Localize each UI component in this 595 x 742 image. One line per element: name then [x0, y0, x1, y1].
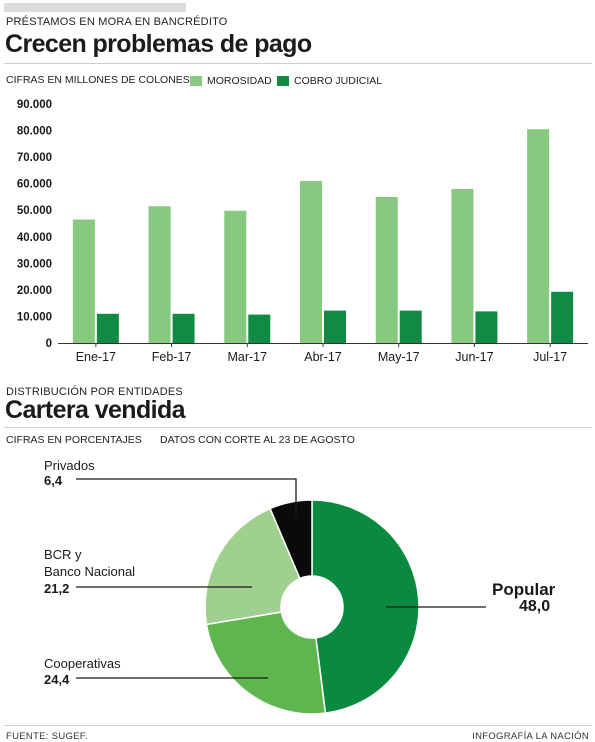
donut-chart — [76, 478, 486, 715]
credit-note: INFOGRAFÍA LA NACIÓN — [472, 731, 589, 742]
bar-cobro-judicial — [172, 313, 195, 343]
legend-swatch-morosidad — [190, 76, 202, 86]
bar-cobro-judicial — [248, 314, 271, 343]
y-tick-label: 40.000 — [17, 232, 52, 244]
bar-units-note: CIFRAS EN MILLONES DE COLONES — [6, 74, 190, 86]
x-tick-label: Jul-17 — [533, 350, 567, 364]
x-tick-label: Jun-17 — [455, 350, 493, 364]
bar-morosidad — [148, 206, 171, 343]
bar-kicker: PRÉSTAMOS EN MORA EN BANCRÉDITO — [6, 16, 228, 28]
legend-swatch-cobro-judicial — [277, 76, 289, 86]
label-privados: Privados — [44, 458, 95, 473]
legend-item-cobro-judicial: COBRO JUDICIAL — [277, 75, 382, 87]
pie-kicker: DISTRIBUCIÓN POR ENTIDADES — [6, 386, 183, 398]
x-tick-label: Mar-17 — [227, 350, 267, 364]
legend-item-morosidad: MOROSIDAD — [190, 75, 272, 87]
bar-morosidad — [72, 219, 95, 343]
legend-label-cobro-judicial: COBRO JUDICIAL — [294, 75, 383, 87]
y-tick-label: 50.000 — [17, 205, 52, 217]
value-privados: 6,4 — [44, 473, 63, 488]
bar-morosidad — [300, 181, 322, 343]
bar-chart: 0 10.000 20.000 30.000 40.000 50.000 60.000 70.… — [17, 99, 588, 364]
x-tick-label: Ene-17 — [76, 350, 116, 364]
bar-cobro-judicial — [551, 291, 574, 343]
y-tick-label: 30.000 — [17, 258, 52, 270]
legend-label-morosidad: MOROSIDAD — [207, 75, 272, 87]
label-popular: Popular — [492, 580, 556, 599]
y-tick-label: 20.000 — [17, 285, 52, 297]
slice-popular — [311, 499, 420, 714]
y-tick-label: 70.000 — [17, 152, 52, 164]
bar-morosidad — [224, 210, 247, 343]
value-cooperativas: 24,4 — [44, 672, 70, 687]
y-tick-label: 80.000 — [17, 126, 52, 138]
slice-cooperativas — [205, 611, 327, 715]
y-tick-label: 0 — [46, 338, 52, 350]
header-bar — [4, 3, 186, 12]
bar-morosidad — [527, 129, 550, 343]
x-tick-label: May-17 — [378, 350, 420, 364]
y-tick-label: 60.000 — [17, 179, 52, 191]
slice-bcr-y-banco-nacional — [204, 507, 301, 626]
pie-title: Cartera vendida — [5, 396, 186, 424]
slice-privados — [269, 499, 313, 580]
value-bcr: 21,2 — [44, 581, 70, 596]
bar-cobro-judicial — [324, 310, 346, 343]
y-tick-label: 10.000 — [17, 311, 52, 323]
bar-morosidad — [375, 196, 398, 343]
leader-privados — [76, 478, 297, 517]
bar-cobro-judicial — [475, 311, 498, 343]
bar-title: Crecen problemas de pago — [5, 30, 312, 58]
source-note: FUENTE: SUGEF. — [6, 731, 88, 742]
label-bcr-line2: Banco Nacional — [44, 564, 136, 579]
x-tick-label: Abr-17 — [304, 350, 342, 364]
pie-units-note: CIFRAS EN PORCENTAJES — [6, 434, 142, 446]
bar-cobro-judicial — [96, 313, 119, 343]
value-popular: 48,0 — [519, 598, 551, 615]
divider — [4, 427, 592, 428]
divider — [4, 63, 592, 64]
label-cooperativas: Cooperativas — [44, 656, 121, 671]
divider — [4, 725, 592, 726]
pie-date-note: DATOS CON CORTE AL 23 DE AGOSTO — [160, 434, 355, 446]
bar-morosidad — [451, 188, 474, 343]
bar-cobro-judicial — [399, 310, 422, 343]
x-tick-label: Feb-17 — [152, 350, 192, 364]
y-tick-label: 90.000 — [17, 99, 52, 111]
label-bcr-line1: BCR y — [44, 547, 82, 562]
